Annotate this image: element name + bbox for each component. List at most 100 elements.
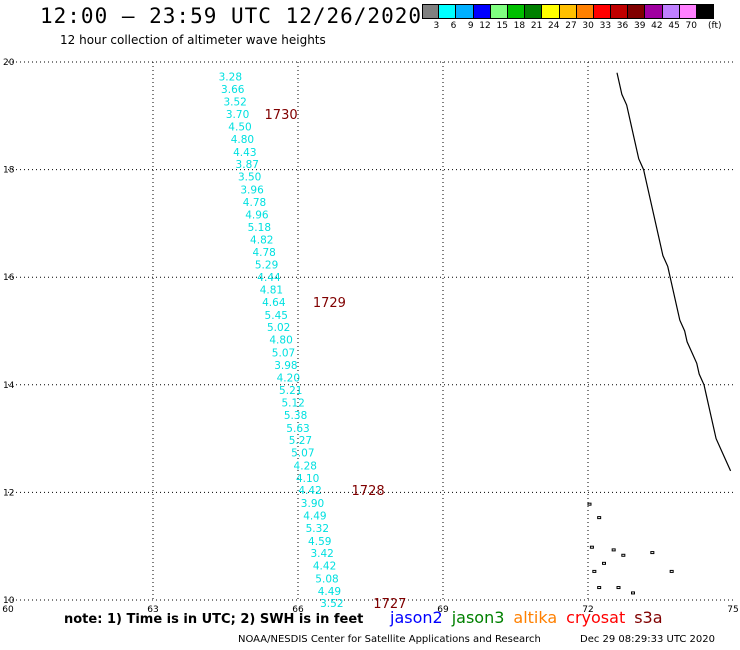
island <box>616 586 621 590</box>
legend-label: 21 <box>530 21 543 31</box>
coastline <box>616 72 732 472</box>
wave-height-value: 4.10 <box>296 473 319 485</box>
footer-credit: NOAA/NESDIS Center for Satellite Applica… <box>238 634 541 645</box>
legend-swatch <box>525 4 543 19</box>
footer-timestamp: Dec 29 08:29:33 UTC 2020 <box>580 634 715 645</box>
wave-height-value: 4.20 <box>277 372 300 384</box>
wave-height-value: 4.80 <box>231 134 254 146</box>
island <box>650 551 655 555</box>
island <box>597 586 602 590</box>
legend-swatch <box>473 4 491 19</box>
wave-height-value: 4.49 <box>318 586 341 598</box>
wave-height-value: 4.59 <box>308 536 331 548</box>
wave-height-value: 3.90 <box>301 498 324 510</box>
wave-height-value: 4.42 <box>313 561 336 573</box>
wave-height-value: 4.81 <box>260 285 283 297</box>
island <box>621 553 626 557</box>
satellite-jason2: jason2 <box>390 608 443 627</box>
color-scale-legend <box>422 4 715 19</box>
wave-height-value: 5.12 <box>281 398 304 410</box>
legend-label: 15 <box>496 21 508 31</box>
legend-swatch <box>456 4 474 19</box>
legend-swatch <box>490 4 508 19</box>
pass-number-label: 1730 <box>265 108 298 123</box>
legend-swatch <box>593 4 612 19</box>
wave-height-value: 4.28 <box>294 461 317 473</box>
x-tick-label: 63 <box>147 605 158 615</box>
wave-height-value: 4.82 <box>250 235 273 247</box>
legend-swatch <box>679 4 697 19</box>
legend-swatch <box>439 4 457 19</box>
satellite-jason3: jason3 <box>451 608 505 627</box>
island <box>597 516 602 520</box>
wave-height-value: 4.50 <box>228 122 251 134</box>
wave-height-value: 4.49 <box>303 511 326 523</box>
legend-unit: (ft) <box>708 21 722 31</box>
wave-height-value: 5.38 <box>284 410 307 422</box>
satellite-s3a: s3a <box>634 608 663 627</box>
wave-height-value: 5.32 <box>306 523 329 535</box>
x-tick-label: 66 <box>292 605 304 615</box>
legend-swatch <box>542 4 560 19</box>
wave-height-value: 3.96 <box>240 185 264 197</box>
legend-label: 9 <box>467 21 474 31</box>
wave-height-value: 5.02 <box>267 322 290 334</box>
wave-height-value: 4.42 <box>298 485 321 497</box>
wave-height-value: 3.98 <box>274 360 297 372</box>
wave-height-value: 4.80 <box>269 335 292 347</box>
satellite-legend: jason2 jason3 altika cryosat s3a <box>390 608 672 627</box>
legend-swatch <box>576 4 594 19</box>
footer-note: note: 1) Time is in UTC; 2) SWH is in fe… <box>64 612 364 627</box>
pass-number-label: 1727 <box>373 597 406 612</box>
wave-height-value: 3.70 <box>226 109 249 121</box>
y-tick-label: 20 <box>3 58 15 68</box>
chart-title: 12:00 – 23:59 UTC 12/26/2020 <box>40 4 423 28</box>
y-tick-label: 16 <box>3 273 15 283</box>
x-tick-label: 69 <box>437 605 449 615</box>
x-tick-label: 75 <box>727 605 738 615</box>
legend-label: 39 <box>633 21 646 31</box>
wave-height-value: 3.87 <box>236 159 259 171</box>
island <box>602 561 606 565</box>
legend-label: 18 <box>513 21 526 31</box>
wave-height-value: 5.29 <box>255 259 278 271</box>
legend-label: 70 <box>685 21 697 31</box>
wave-height-value: 5.07 <box>291 448 314 460</box>
wave-height-value: 5.45 <box>265 310 288 322</box>
wave-height-value: 5.21 <box>279 385 302 397</box>
x-tick-label: 60 <box>2 605 14 615</box>
legend-swatch <box>628 4 646 19</box>
y-tick-label: 18 <box>3 166 15 176</box>
y-tick-label: 14 <box>3 381 15 391</box>
legend-swatch <box>611 4 629 19</box>
color-scale-labels: 3 6 9 12 15 18 21 24 27 30 33 36 39 42 45 70 <box>422 21 697 31</box>
wave-height-value: 4.78 <box>252 247 275 259</box>
legend-swatch <box>697 4 715 19</box>
wave-height-value: 3.52 <box>223 96 246 108</box>
legend-swatch <box>507 4 526 19</box>
legend-label: 33 <box>599 21 612 31</box>
wave-height-value: 3.66 <box>221 84 245 96</box>
wave-height-value: 3.50 <box>238 172 261 184</box>
legend-swatch <box>559 4 577 19</box>
satellite-altika: altika <box>513 608 558 627</box>
island <box>589 545 594 549</box>
legend-swatch <box>662 4 680 19</box>
wave-height-value: 5.27 <box>289 435 312 447</box>
wave-height-value: 4.96 <box>245 209 269 221</box>
pass-number-label: 1728 <box>352 484 385 499</box>
pass-number-label: 1729 <box>313 296 346 311</box>
satellite-cryosat: cryosat <box>566 608 626 627</box>
wave-height-value: 5.63 <box>286 423 309 435</box>
legend-label: 3 <box>433 21 440 31</box>
wave-height-value: 5.07 <box>272 348 295 360</box>
legend-label: 27 <box>565 21 577 31</box>
wave-height-value: 4.78 <box>243 197 266 209</box>
legend-label: 42 <box>651 21 663 31</box>
island <box>587 502 592 506</box>
chart-subtitle: 12 hour collection of altimeter wave hei… <box>60 33 326 47</box>
wave-height-value: 3.52 <box>320 598 343 610</box>
legend-label: 24 <box>548 21 560 31</box>
legend-label: 36 <box>616 21 629 31</box>
